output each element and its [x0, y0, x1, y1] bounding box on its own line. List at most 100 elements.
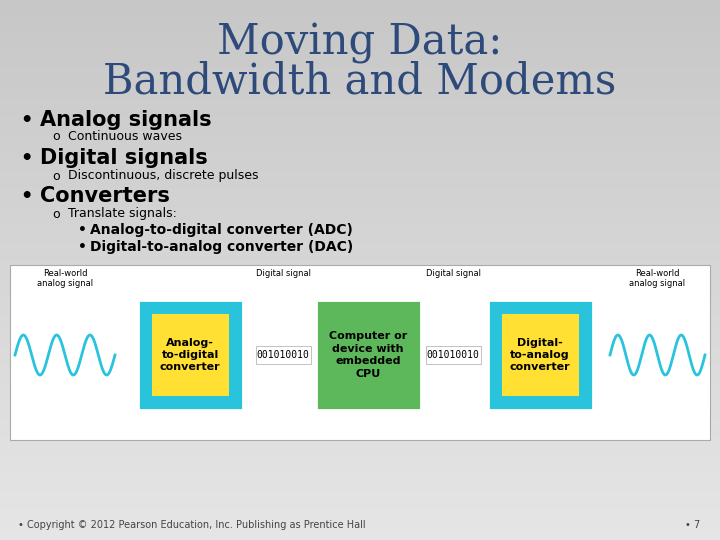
Text: Analog-to-digital converter (ADC): Analog-to-digital converter (ADC) [90, 223, 353, 237]
Bar [151, 314, 228, 396]
Bar [0, 405, 720, 409]
Text: • Copyright © 2012 Pearson Education, Inc. Publishing as Prentice Hall: • Copyright © 2012 Pearson Education, In… [18, 520, 366, 530]
Text: Computer or
device with
embedded
CPU: Computer or device with embedded CPU [329, 332, 407, 379]
Bar [0, 162, 720, 166]
Bar [0, 112, 720, 117]
Bar [0, 234, 720, 239]
Bar [0, 490, 720, 495]
Bar [0, 212, 720, 216]
Bar [0, 477, 720, 482]
Bar [0, 153, 720, 158]
Text: • 7: • 7 [685, 520, 700, 530]
Bar [0, 472, 720, 477]
Bar [315, 300, 420, 410]
Bar [0, 522, 720, 526]
Bar [0, 230, 720, 234]
Bar [10, 265, 710, 440]
Bar [138, 300, 243, 410]
Bar [0, 450, 720, 455]
Text: Translate signals:: Translate signals: [68, 207, 177, 220]
Bar [0, 374, 720, 378]
Bar [0, 495, 720, 500]
Bar [0, 459, 720, 463]
Text: o: o [52, 170, 60, 183]
Bar [0, 355, 720, 360]
Bar [0, 513, 720, 517]
Text: Bandwidth and Modems: Bandwidth and Modems [104, 61, 616, 103]
Bar [0, 158, 720, 162]
Bar [0, 185, 720, 189]
Bar [0, 266, 720, 270]
Text: Converters: Converters [40, 186, 170, 206]
Bar [0, 382, 720, 387]
Text: Moving Data:: Moving Data: [217, 22, 503, 64]
Bar [0, 36, 720, 40]
Text: Real-world
analog signal: Real-world analog signal [629, 269, 685, 288]
Bar [0, 85, 720, 90]
Bar [0, 536, 720, 540]
Bar [0, 396, 720, 401]
Bar [0, 261, 720, 266]
Bar [0, 131, 720, 135]
Text: •: • [20, 148, 32, 167]
Bar [0, 189, 720, 193]
Bar [0, 369, 720, 374]
Bar [0, 482, 720, 486]
Bar [0, 81, 720, 85]
Bar [0, 171, 720, 176]
Bar [0, 31, 720, 36]
Bar [0, 315, 720, 320]
Bar [0, 360, 720, 364]
Bar [0, 392, 720, 396]
Bar [0, 364, 720, 369]
Bar [0, 279, 720, 284]
Bar [0, 432, 720, 436]
Bar [0, 220, 720, 225]
Bar [0, 23, 720, 27]
Bar [0, 0, 720, 4]
Bar [0, 4, 720, 9]
Bar [426, 346, 480, 364]
Bar [0, 58, 720, 63]
Bar [0, 418, 720, 423]
Bar [0, 274, 720, 279]
Text: Digital-to-analog converter (DAC): Digital-to-analog converter (DAC) [90, 240, 354, 254]
Bar [0, 463, 720, 468]
Bar [0, 193, 720, 198]
Text: Continuous waves: Continuous waves [68, 131, 182, 144]
Bar [0, 135, 720, 139]
Bar [0, 293, 720, 297]
Bar [0, 198, 720, 202]
Text: •: • [20, 186, 32, 206]
Text: 001010010: 001010010 [426, 350, 480, 360]
Bar [0, 54, 720, 58]
Text: 001010010: 001010010 [256, 350, 310, 360]
Bar [0, 68, 720, 72]
Bar [0, 324, 720, 328]
Text: Analog signals: Analog signals [40, 110, 212, 130]
Bar [0, 414, 720, 418]
Bar [0, 401, 720, 405]
Text: •: • [20, 111, 32, 130]
Text: •: • [78, 240, 87, 254]
Bar [0, 14, 720, 18]
Bar [0, 45, 720, 50]
Bar [0, 446, 720, 450]
Bar [0, 301, 720, 306]
Bar [0, 526, 720, 531]
Bar [0, 166, 720, 171]
Bar [0, 256, 720, 261]
Bar [0, 72, 720, 77]
Bar [0, 517, 720, 522]
Bar [0, 94, 720, 99]
Bar [0, 117, 720, 122]
Bar [0, 351, 720, 355]
Bar [0, 310, 720, 315]
Bar [0, 27, 720, 31]
Text: Discontinuous, discrete pulses: Discontinuous, discrete pulses [68, 170, 258, 183]
Bar [0, 428, 720, 432]
Bar [0, 500, 720, 504]
Text: Digital signal: Digital signal [256, 269, 310, 278]
Bar [0, 378, 720, 382]
Bar [0, 180, 720, 185]
